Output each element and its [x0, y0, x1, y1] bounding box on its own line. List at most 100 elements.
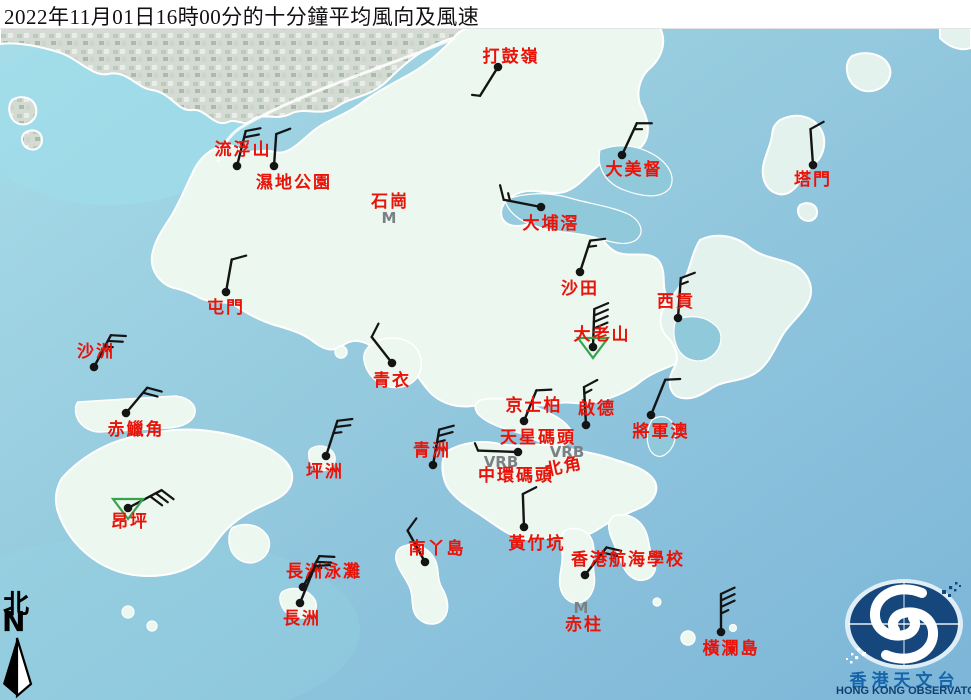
station-label: 濕地公園	[256, 172, 332, 193]
station-label: 昂坪	[111, 512, 149, 532]
station-濕地公園: 濕地公園	[256, 127, 332, 193]
airport-platform	[74, 395, 196, 433]
station-label: 長洲	[283, 609, 321, 629]
station-label: 京士柏	[506, 395, 563, 416]
wind-barb-staff	[478, 65, 500, 98]
station-dot	[581, 420, 591, 430]
variable-wind-note: VRB	[484, 453, 519, 471]
wind-barb-feather	[592, 308, 610, 317]
land-layer	[0, 27, 971, 646]
station-屯門: 屯門	[207, 254, 248, 318]
chi-ma-wan	[228, 523, 271, 564]
station-dot	[575, 267, 585, 277]
station-dot	[673, 313, 683, 323]
wind-barb-feather	[141, 391, 159, 398]
wind-barb-feather	[243, 133, 260, 139]
station-label: 天星碼頭	[500, 428, 576, 448]
station-dot	[716, 627, 726, 637]
station-京士柏: 京士柏	[506, 388, 563, 426]
hko-logo: 香港天文台 HONG KONG OBSERVATORY	[836, 578, 971, 700]
station-label: 中環碼頭	[478, 465, 554, 486]
station-橫瀾島: 橫瀾島	[703, 586, 758, 659]
wind-barb-staff	[809, 127, 815, 167]
wind-barb-half-feather	[583, 388, 593, 395]
north-indicator: 北 N	[0, 584, 40, 700]
station-dot	[493, 62, 503, 72]
station-label: 石崗	[370, 192, 409, 212]
station-label: 流浮山	[215, 139, 272, 160]
station-將軍澳: 將軍澳	[633, 377, 690, 442]
wind-barb-feather	[146, 386, 163, 393]
wind-barb-feather	[809, 120, 825, 131]
station-dot	[519, 522, 529, 532]
station-dot	[580, 570, 590, 580]
lamma-island	[395, 543, 449, 625]
station-label: 將軍澳	[633, 421, 690, 442]
variable-wind-note: VRB	[550, 443, 585, 461]
station-label: 青洲	[413, 440, 451, 461]
logo-halftone-topright	[942, 582, 961, 597]
wind-barb-half-feather	[507, 192, 512, 203]
small-island	[652, 597, 662, 607]
station-dot	[121, 408, 131, 418]
wind-barb-feather	[437, 430, 454, 438]
plover-cove	[598, 145, 673, 197]
wind-barb-feather	[244, 127, 262, 133]
wind-barb-feather	[275, 127, 292, 136]
station-dot	[428, 460, 438, 470]
small-island	[728, 623, 738, 633]
wind-barb-feather	[535, 388, 553, 392]
wind-barb-feather	[589, 237, 607, 242]
wind-barb-feather	[318, 554, 336, 558]
hko-english-name: HONG KONG OBSERVATORY	[836, 685, 971, 697]
wind-barb-feather	[315, 560, 333, 564]
wind-barb-feather	[593, 302, 610, 311]
station-赤鱲角: 赤鱲角	[108, 386, 163, 440]
soko-island	[146, 620, 158, 632]
station-大美督: 大美督	[606, 122, 661, 180]
wind-barb-half-feather	[435, 439, 446, 444]
wind-barb-half-feather	[587, 244, 598, 248]
station-西貢: 西貢	[657, 271, 696, 323]
wind-barb-feather	[148, 495, 164, 507]
station-啟德: 啟德	[578, 378, 614, 430]
title-bar: 2022年11月01日16時00分的十分鐘平均風向及風速	[0, 0, 971, 29]
wind-barb-feather	[106, 339, 124, 343]
station-dot	[123, 503, 133, 513]
station-打鼓嶺: 打鼓嶺	[470, 46, 538, 98]
wind-barb-half-feather	[473, 442, 480, 452]
wind-barb-feather	[664, 377, 682, 381]
station-label: 香港航海學校	[571, 549, 685, 570]
wind-barb-feather	[336, 417, 354, 422]
shenzhen-island	[21, 129, 43, 151]
station-沙洲: 沙洲	[77, 334, 127, 372]
station-dot	[295, 598, 305, 608]
wind-barb-feather	[334, 424, 352, 429]
wind-barb-feather	[313, 564, 332, 568]
soko-island	[121, 605, 135, 619]
station-dot	[588, 342, 598, 352]
station-dot	[519, 416, 529, 426]
wind-barb-half-feather	[719, 609, 730, 615]
station-label: 南丫島	[409, 538, 466, 559]
station-塔門: 塔門	[794, 120, 830, 190]
shenzhen-river	[216, 36, 456, 163]
wind-barb-staff	[521, 492, 526, 529]
station-label: 青衣	[373, 370, 411, 391]
wind-barb-feather	[719, 586, 736, 596]
wind-barb-staff	[476, 449, 520, 454]
wind-barb-feather	[370, 322, 380, 339]
station-石崗: M石崗	[370, 192, 409, 227]
wind-barb-feather	[605, 546, 623, 552]
wind-barb-half-feather	[679, 280, 689, 286]
station-天星碼頭: 天星碼頭	[473, 428, 576, 457]
ma-wan-island	[334, 345, 348, 359]
wind-barb-staff	[224, 258, 233, 294]
ne-island	[845, 52, 892, 93]
station-label: 屯門	[207, 297, 245, 318]
station-dot	[89, 362, 99, 372]
station-label: 坪洲	[306, 462, 344, 482]
